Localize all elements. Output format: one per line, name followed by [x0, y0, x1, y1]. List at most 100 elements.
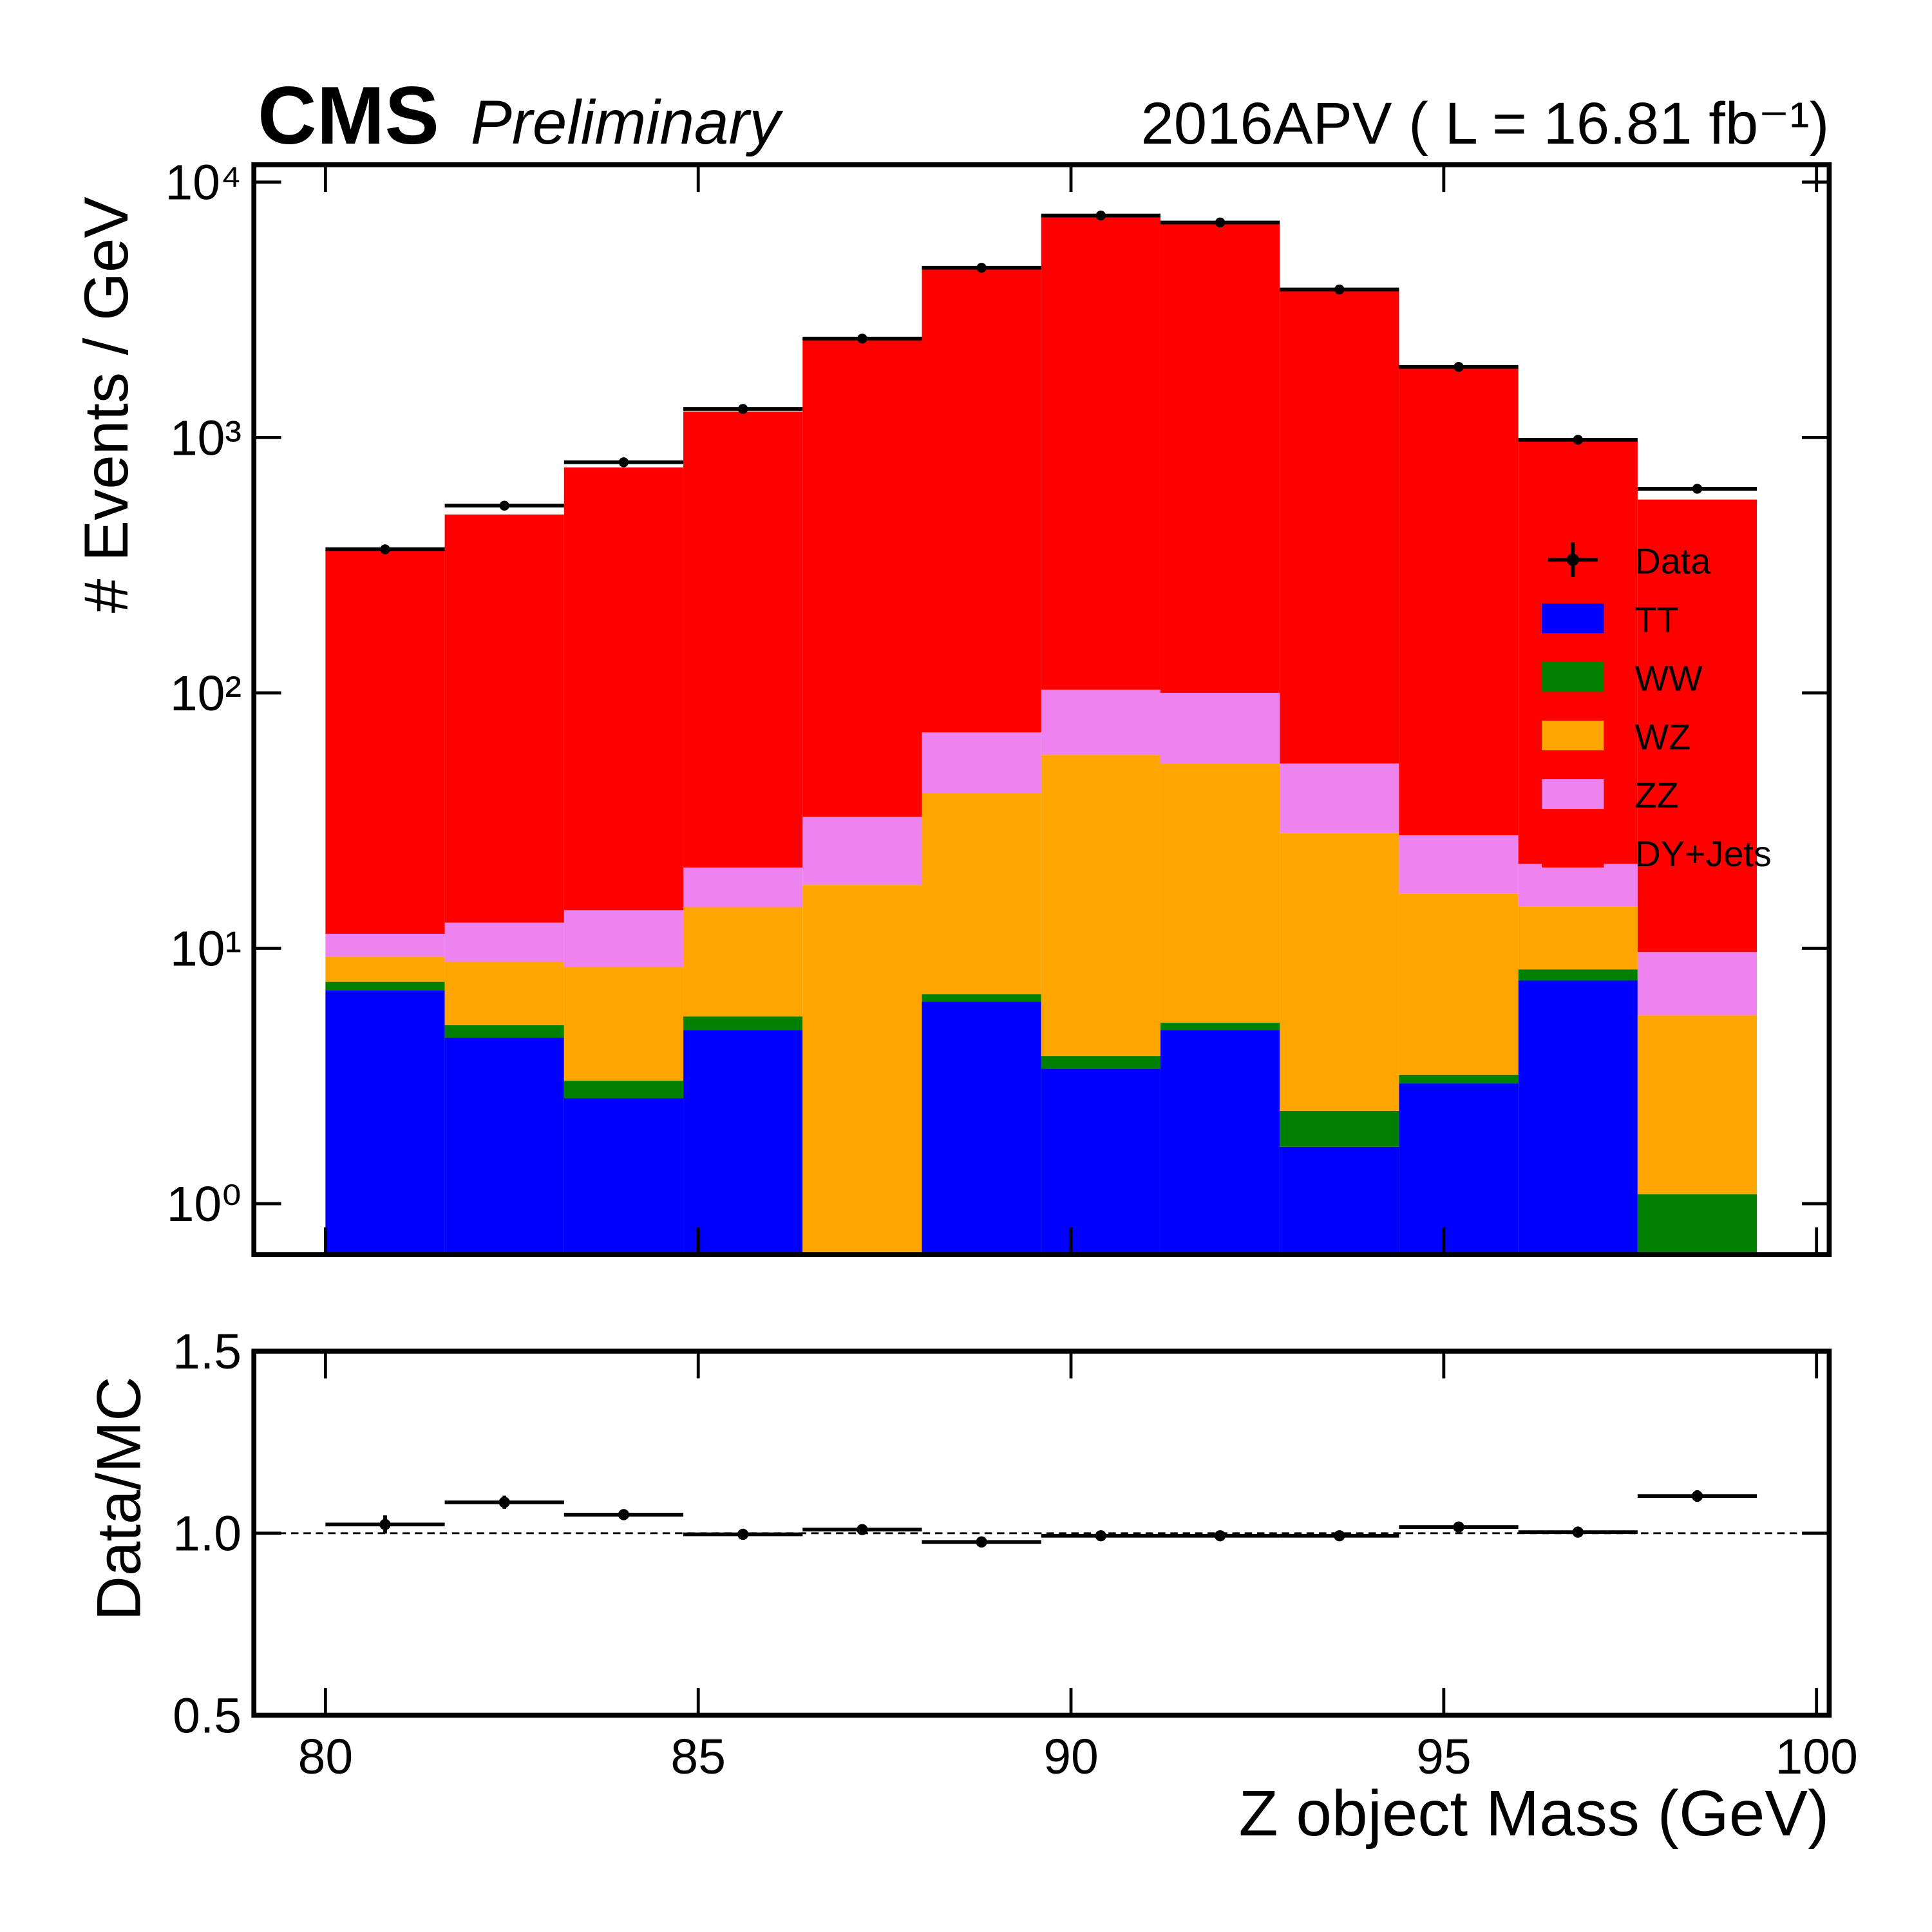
stack-bar — [1280, 1110, 1399, 1147]
stack-bar — [564, 467, 684, 911]
ratio-point — [1334, 1530, 1345, 1542]
stack-bar — [1637, 499, 1757, 952]
x-tick-label: 90 — [1043, 1729, 1099, 1785]
stack-bar — [1160, 1030, 1280, 1255]
stack-bar — [444, 922, 564, 962]
y-tick-label: 10⁰ — [167, 1177, 242, 1232]
stack-bar — [564, 910, 684, 967]
x-axis-label: Z object Mass (GeV) — [1238, 1777, 1829, 1850]
legend-swatch — [1542, 603, 1604, 634]
legend-label: ZZ — [1634, 775, 1678, 815]
x-tick-label: 100 — [1776, 1729, 1858, 1785]
stack-bar — [1518, 864, 1638, 907]
data-point — [1692, 484, 1703, 494]
stack-bar — [1280, 763, 1399, 833]
data-point — [380, 544, 390, 554]
stack-bar — [1399, 893, 1519, 1075]
stack-bar — [1518, 969, 1638, 981]
y-tick-label: 1.5 — [173, 1324, 242, 1379]
ratio-point — [1691, 1490, 1703, 1502]
stack-bar — [922, 994, 1041, 1002]
ratio-point — [737, 1528, 749, 1540]
axes-frame — [251, 162, 1832, 1257]
ratio-point — [1214, 1530, 1226, 1542]
data-point — [737, 404, 748, 414]
y-tick-label: 10³ — [170, 410, 242, 466]
stack-bar — [444, 961, 564, 1025]
stack-bar — [1160, 222, 1280, 693]
stack-bar — [325, 956, 445, 982]
stack-bar — [564, 1081, 684, 1099]
ratio-point — [1453, 1521, 1464, 1533]
stack-bar — [1399, 1083, 1519, 1255]
stack-bar — [683, 1016, 803, 1030]
ratio-point — [379, 1519, 391, 1530]
cms-label: CMS — [258, 70, 439, 161]
stack-bar — [444, 1025, 564, 1038]
data-point — [1334, 284, 1345, 295]
data-point — [1573, 435, 1583, 445]
ratio-point — [1572, 1526, 1584, 1538]
legend-swatch — [1542, 721, 1604, 751]
data-point — [618, 457, 629, 468]
stack-bar — [1280, 289, 1399, 764]
ratio-point — [976, 1536, 987, 1548]
stack-bar — [683, 907, 803, 1017]
preliminary-label: Preliminary — [471, 88, 784, 157]
y-axis-label: # Events / GeV — [72, 197, 141, 614]
legend-label: TT — [1634, 600, 1678, 639]
stack-bar — [1399, 835, 1519, 894]
stack-bar — [802, 338, 922, 817]
plot-area — [325, 210, 1757, 1255]
y-tick-label: 10¹ — [170, 921, 242, 976]
stack-bar — [325, 990, 445, 1255]
stack-bar — [922, 1001, 1041, 1255]
data-point — [1095, 210, 1106, 221]
data-point — [857, 334, 867, 344]
stack-bar — [683, 411, 803, 868]
x-tick-label: 85 — [670, 1729, 726, 1785]
legend-label: WW — [1634, 658, 1703, 698]
y-tick-label: 1.0 — [173, 1506, 242, 1562]
legend-swatch — [1542, 779, 1604, 810]
ratio-point — [857, 1524, 868, 1535]
x-tick-label: 95 — [1416, 1729, 1472, 1785]
stack-bar — [683, 867, 803, 907]
stack-bar — [1041, 1068, 1160, 1255]
stack-bar — [802, 885, 922, 1255]
stack-bar — [1399, 1074, 1519, 1084]
stack-bar — [1518, 906, 1638, 970]
stack-bar — [444, 514, 564, 923]
legend-swatch — [1542, 837, 1604, 868]
stack-bar — [1041, 755, 1160, 1057]
y-tick-label: 10² — [170, 666, 242, 721]
stack-bar — [922, 732, 1041, 793]
stack-bar — [1399, 366, 1519, 836]
axes-frame — [251, 1349, 1832, 1718]
y-tick-label: 10⁴ — [165, 155, 242, 211]
stack-bar — [683, 1030, 803, 1255]
stack-bar — [564, 967, 684, 1081]
data-point — [1454, 362, 1464, 372]
data-point — [1215, 217, 1226, 228]
stack-bar — [325, 981, 445, 990]
stack-bar — [325, 550, 445, 934]
stack-bar — [1041, 215, 1160, 690]
stack-bar — [1160, 1023, 1280, 1030]
stack-bar — [1637, 1015, 1757, 1195]
stack-bar — [1280, 833, 1399, 1111]
data-point — [499, 500, 509, 511]
stack-bar — [1637, 1194, 1757, 1255]
stack-bar — [564, 1098, 684, 1255]
data-point — [976, 263, 987, 273]
legend-swatch — [1542, 662, 1604, 692]
legend-label: WZ — [1634, 717, 1690, 757]
legend-marker — [1566, 553, 1579, 566]
ratio-point — [618, 1509, 630, 1520]
y-tick-label: 0.5 — [173, 1688, 242, 1743]
legend-label: DY+Jets — [1634, 834, 1771, 874]
x-tick-label: 80 — [298, 1729, 354, 1785]
stack-bar — [325, 933, 445, 957]
ratio-y-axis-label: Data/MC — [84, 1376, 153, 1620]
